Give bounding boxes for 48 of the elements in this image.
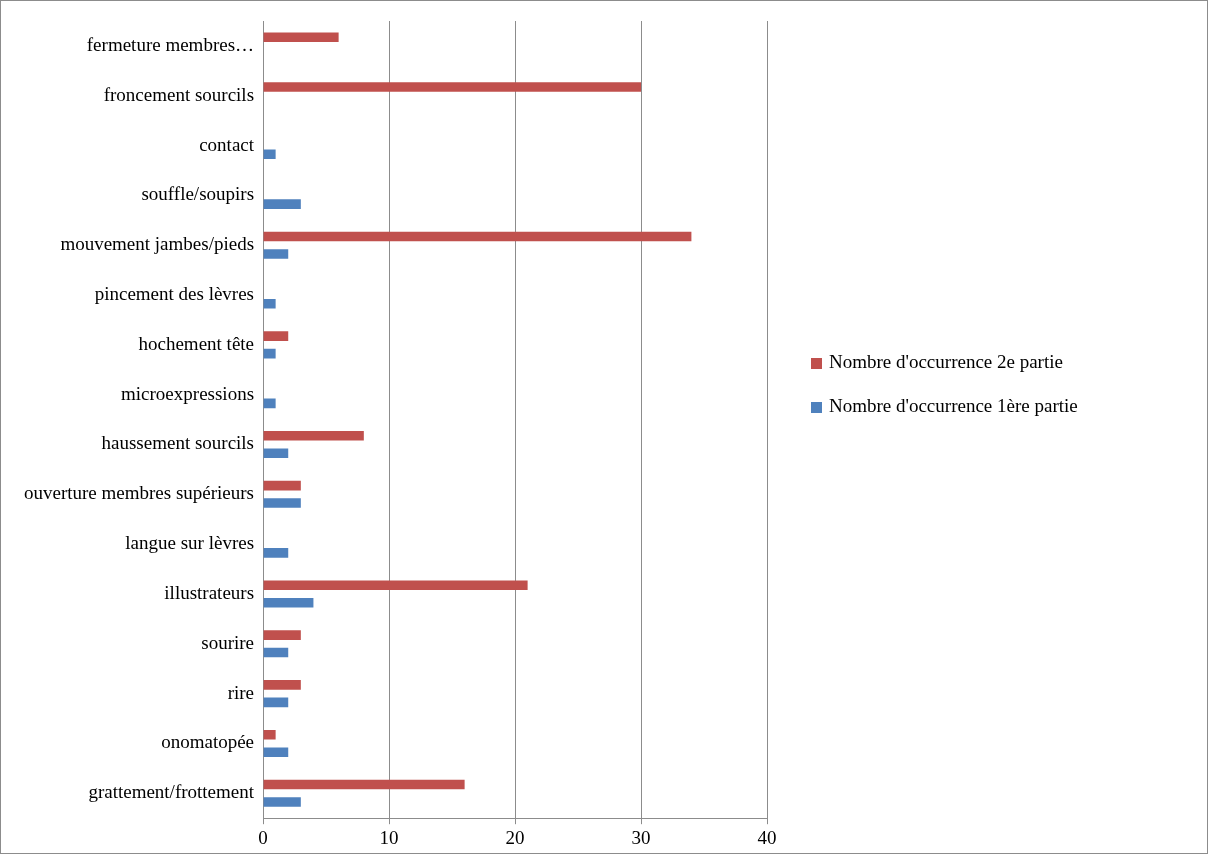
bar bbox=[263, 249, 289, 259]
bar bbox=[263, 331, 289, 341]
x-tick-label: 20 bbox=[505, 826, 525, 848]
legend-label: Nombre d'occurrence 1ère partie bbox=[829, 395, 1078, 417]
x-tick-label: 10 bbox=[379, 826, 399, 848]
bar bbox=[263, 480, 301, 491]
bar bbox=[263, 697, 289, 708]
y-tick-label: langue sur lèvres bbox=[125, 532, 255, 554]
y-tick-label: froncement sourcils bbox=[103, 83, 255, 105]
y-tick-label: haussement sourcils bbox=[101, 432, 255, 454]
bar bbox=[263, 82, 642, 92]
y-tick-label: ouverture membres supérieurs bbox=[23, 482, 255, 504]
y-tick-label: pincement des lèvres bbox=[94, 283, 255, 305]
bar bbox=[263, 348, 276, 359]
bar bbox=[263, 398, 276, 409]
bar bbox=[263, 779, 465, 790]
y-tick-label: grattement/frottement bbox=[88, 781, 255, 803]
y-tick-label: fermeture membres… bbox=[86, 33, 255, 55]
bar bbox=[263, 729, 276, 740]
bar bbox=[263, 647, 289, 658]
bar bbox=[263, 448, 289, 459]
bar bbox=[263, 431, 364, 441]
y-tick-label: rire bbox=[227, 681, 255, 703]
y-tick-label: mouvement jambes/pieds bbox=[60, 233, 255, 255]
bar bbox=[263, 580, 528, 591]
y-tick-label: sourire bbox=[201, 631, 255, 653]
legend-label: Nombre d'occurrence 2e partie bbox=[829, 351, 1063, 373]
bar bbox=[263, 747, 289, 757]
bar bbox=[263, 231, 692, 242]
bar bbox=[263, 797, 301, 807]
bar bbox=[263, 630, 301, 640]
y-tick-label: illustrateurs bbox=[164, 581, 255, 603]
x-tick-label: 0 bbox=[258, 826, 268, 848]
y-tick-label: hochement tête bbox=[138, 332, 255, 354]
bar bbox=[263, 680, 301, 690]
bar bbox=[263, 199, 301, 209]
bar bbox=[263, 498, 301, 508]
y-tick-label: souffle/soupirs bbox=[141, 183, 255, 205]
bar bbox=[263, 597, 314, 608]
y-tick-label: onomatopée bbox=[161, 731, 255, 753]
x-tick-label: 40 bbox=[757, 826, 777, 848]
bar bbox=[263, 149, 276, 160]
y-tick-label: contact bbox=[199, 133, 255, 155]
bar bbox=[263, 548, 289, 558]
x-tick-label: 30 bbox=[631, 826, 651, 848]
y-tick-label: microexpressions bbox=[121, 382, 255, 404]
bar bbox=[263, 298, 276, 309]
bar bbox=[263, 32, 339, 42]
